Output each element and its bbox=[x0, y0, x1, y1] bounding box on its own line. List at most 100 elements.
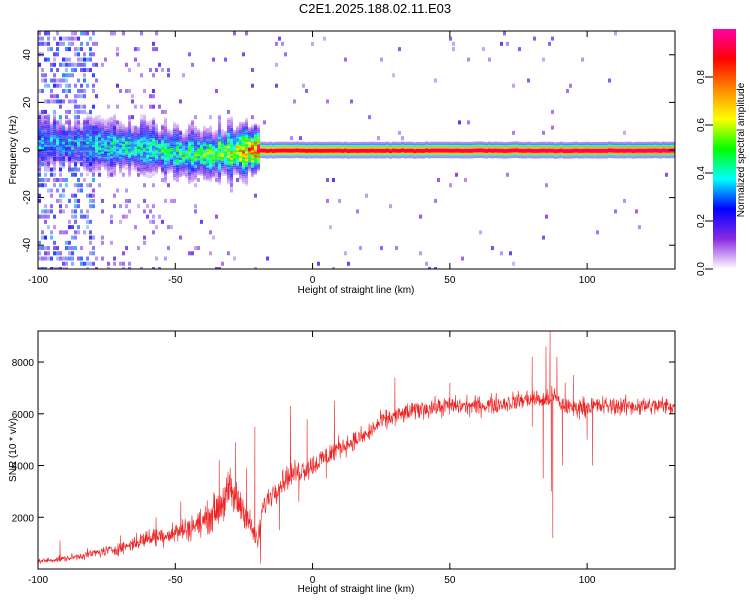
heat-noise-cell bbox=[545, 214, 548, 219]
heat-noise-cell bbox=[134, 47, 137, 52]
heat-cell bbox=[374, 147, 377, 151]
heat-cell bbox=[92, 168, 95, 172]
heat-cell bbox=[536, 153, 539, 157]
heat-cell bbox=[347, 147, 350, 152]
heat-cell bbox=[254, 165, 257, 169]
heat-cell bbox=[152, 161, 155, 165]
heat-cell bbox=[248, 169, 251, 173]
heat-cell bbox=[332, 145, 335, 149]
heat-cell bbox=[233, 133, 236, 137]
heat-noise-cell bbox=[41, 235, 44, 240]
heat-cell bbox=[275, 153, 278, 157]
heat-cell bbox=[233, 150, 236, 154]
heat-cell bbox=[131, 138, 134, 142]
heat-cell bbox=[458, 155, 461, 159]
heat-cell bbox=[116, 128, 119, 133]
heat-cell bbox=[197, 164, 200, 168]
heat-cell bbox=[116, 147, 119, 152]
heat-cell bbox=[371, 141, 374, 145]
heat-cell bbox=[578, 155, 581, 159]
heat-cell bbox=[182, 140, 185, 144]
heat-cell bbox=[89, 138, 92, 143]
heat-noise-cell bbox=[155, 136, 158, 141]
heat-noise-cell bbox=[65, 146, 68, 151]
heat-cell bbox=[512, 152, 515, 157]
heat-cell bbox=[176, 154, 179, 158]
heat-cell bbox=[362, 153, 365, 157]
heat-cell bbox=[473, 147, 476, 151]
heat-cell bbox=[236, 141, 239, 145]
heat-noise-cell bbox=[89, 193, 92, 198]
heat-cell bbox=[137, 136, 140, 140]
heat-cell bbox=[668, 153, 671, 157]
heat-cell bbox=[236, 169, 239, 174]
heat-cell bbox=[245, 165, 248, 169]
heat-noise-cell bbox=[74, 104, 77, 109]
heat-cell bbox=[458, 141, 461, 146]
heat-cell bbox=[194, 131, 197, 135]
heat-cell bbox=[251, 170, 254, 174]
heat-cell bbox=[38, 118, 41, 122]
heat-cell bbox=[125, 128, 128, 132]
heat-cell bbox=[392, 153, 395, 157]
heat-cell bbox=[113, 114, 116, 118]
heat-cell bbox=[419, 149, 422, 153]
heat-cell bbox=[206, 160, 209, 164]
heat-cell bbox=[89, 152, 92, 156]
heat-noise-cell bbox=[65, 57, 68, 62]
heat-cell bbox=[128, 149, 131, 153]
heat-noise-cell bbox=[77, 36, 80, 41]
heat-noise-cell bbox=[500, 41, 503, 46]
heat-cell bbox=[179, 162, 182, 166]
heat-cell bbox=[554, 144, 557, 148]
heat-noise-cell bbox=[89, 151, 92, 156]
heat-noise-cell bbox=[146, 214, 149, 219]
heat-noise-cell bbox=[437, 177, 440, 182]
heat-cell bbox=[665, 147, 668, 151]
heat-cell bbox=[107, 138, 110, 142]
heat-cell bbox=[410, 147, 413, 151]
heat-cell bbox=[104, 151, 107, 156]
heat-noise-cell bbox=[50, 230, 53, 235]
heat-cell bbox=[347, 149, 350, 153]
heat-cell bbox=[41, 146, 44, 150]
heat-cell bbox=[173, 131, 176, 136]
heat-noise-cell bbox=[377, 136, 380, 141]
heat-cell bbox=[239, 137, 242, 141]
heat-cell bbox=[95, 168, 98, 172]
heat-cell bbox=[212, 133, 215, 137]
heat-cell bbox=[626, 153, 629, 157]
heat-cell bbox=[557, 155, 560, 159]
heat-noise-cell bbox=[254, 193, 257, 198]
heat-cell bbox=[218, 179, 221, 183]
heat-cell bbox=[152, 117, 155, 122]
heat-cell bbox=[422, 142, 425, 146]
heat-noise-cell bbox=[47, 251, 50, 256]
heat-cell bbox=[119, 151, 122, 155]
heat-cell bbox=[173, 137, 176, 141]
heat-noise-cell bbox=[56, 198, 59, 203]
heat-noise-cell bbox=[38, 41, 41, 46]
heat-cell bbox=[503, 155, 506, 159]
heat-cell bbox=[215, 129, 218, 133]
heat-noise-cell bbox=[80, 183, 83, 188]
heat-cell bbox=[623, 153, 626, 157]
heat-noise-cell bbox=[152, 47, 155, 52]
heat-cell bbox=[86, 134, 89, 139]
heat-cell bbox=[131, 142, 134, 146]
heat-cell bbox=[65, 143, 68, 147]
heat-noise-cell bbox=[74, 62, 77, 67]
heat-noise-cell bbox=[59, 267, 62, 269]
heat-cell bbox=[137, 132, 140, 136]
heat-cell bbox=[116, 149, 119, 154]
heat-cell bbox=[122, 148, 125, 152]
heat-cell bbox=[215, 173, 218, 177]
heat-noise-cell bbox=[62, 125, 65, 130]
heat-cell bbox=[647, 147, 650, 151]
heat-cell bbox=[332, 147, 335, 151]
heat-cell bbox=[185, 167, 188, 171]
heat-cell bbox=[245, 175, 248, 179]
heat-cell bbox=[581, 151, 584, 155]
heat-cell bbox=[152, 146, 155, 150]
heat-cell bbox=[170, 140, 173, 145]
